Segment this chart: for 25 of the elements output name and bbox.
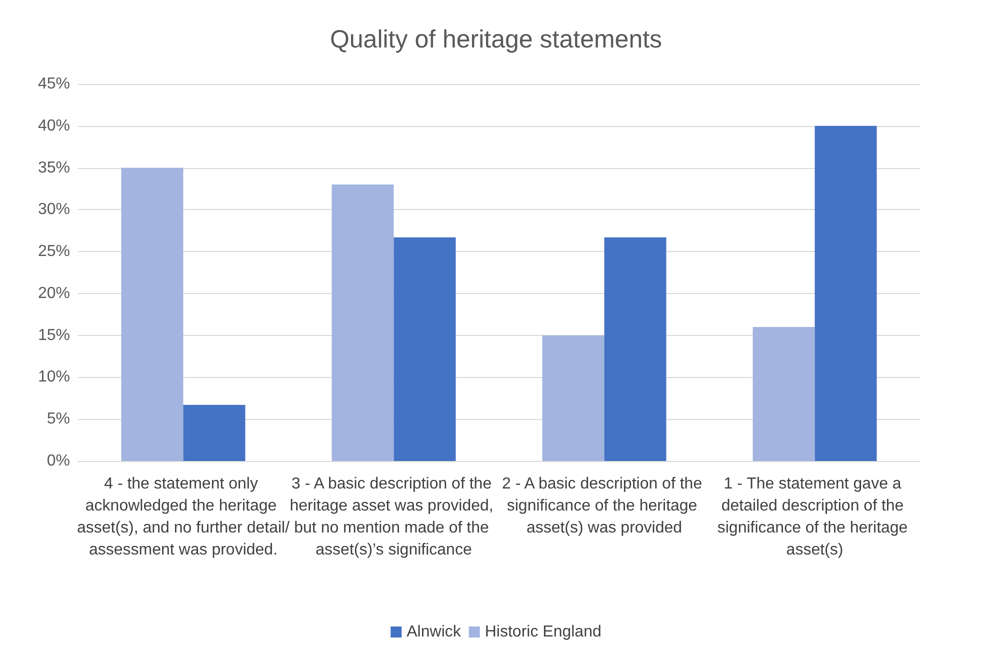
- y-tick-label: 40%: [38, 117, 70, 134]
- x-tick-label: 1 - The statement gave a detailed description of the significance of the heritage asset(s): [717, 476, 912, 558]
- y-tick-label: 35%: [38, 159, 70, 176]
- bar: [814, 126, 877, 461]
- y-tick-label: 30%: [38, 201, 70, 218]
- y-tick-label: 0%: [46, 452, 70, 470]
- legend-label: Alnwick: [406, 624, 462, 640]
- x-tick-label: 3 - A basic description of the heritage asset was provided, but no mention made of the asset(s)’s significance: [290, 476, 498, 558]
- bar: [121, 168, 184, 461]
- bar: [183, 404, 246, 461]
- chart-title: Quality of heritage statements: [330, 26, 662, 54]
- bar: [394, 237, 456, 461]
- y-tick-label: 20%: [38, 284, 70, 302]
- y-tick-label: 25%: [38, 243, 70, 260]
- legend-label: Historic England: [484, 624, 602, 640]
- bar: [604, 237, 666, 461]
- y-tick-label: 10%: [38, 368, 70, 386]
- bar: [332, 184, 394, 461]
- x-tick-label: 2 - A basic description of the significance of the heritage asset(s) was provided: [502, 476, 707, 536]
- y-tick-label: 5%: [46, 410, 70, 428]
- y-tick-label: 15%: [38, 326, 70, 344]
- x-tick-label: 4 - the statement only acknowledged the heritage asset(s), and no further detail/assessment was provided.: [76, 476, 290, 558]
- bar: [752, 326, 815, 461]
- bar: [542, 335, 604, 461]
- y-tick-label: 45%: [38, 76, 70, 92]
